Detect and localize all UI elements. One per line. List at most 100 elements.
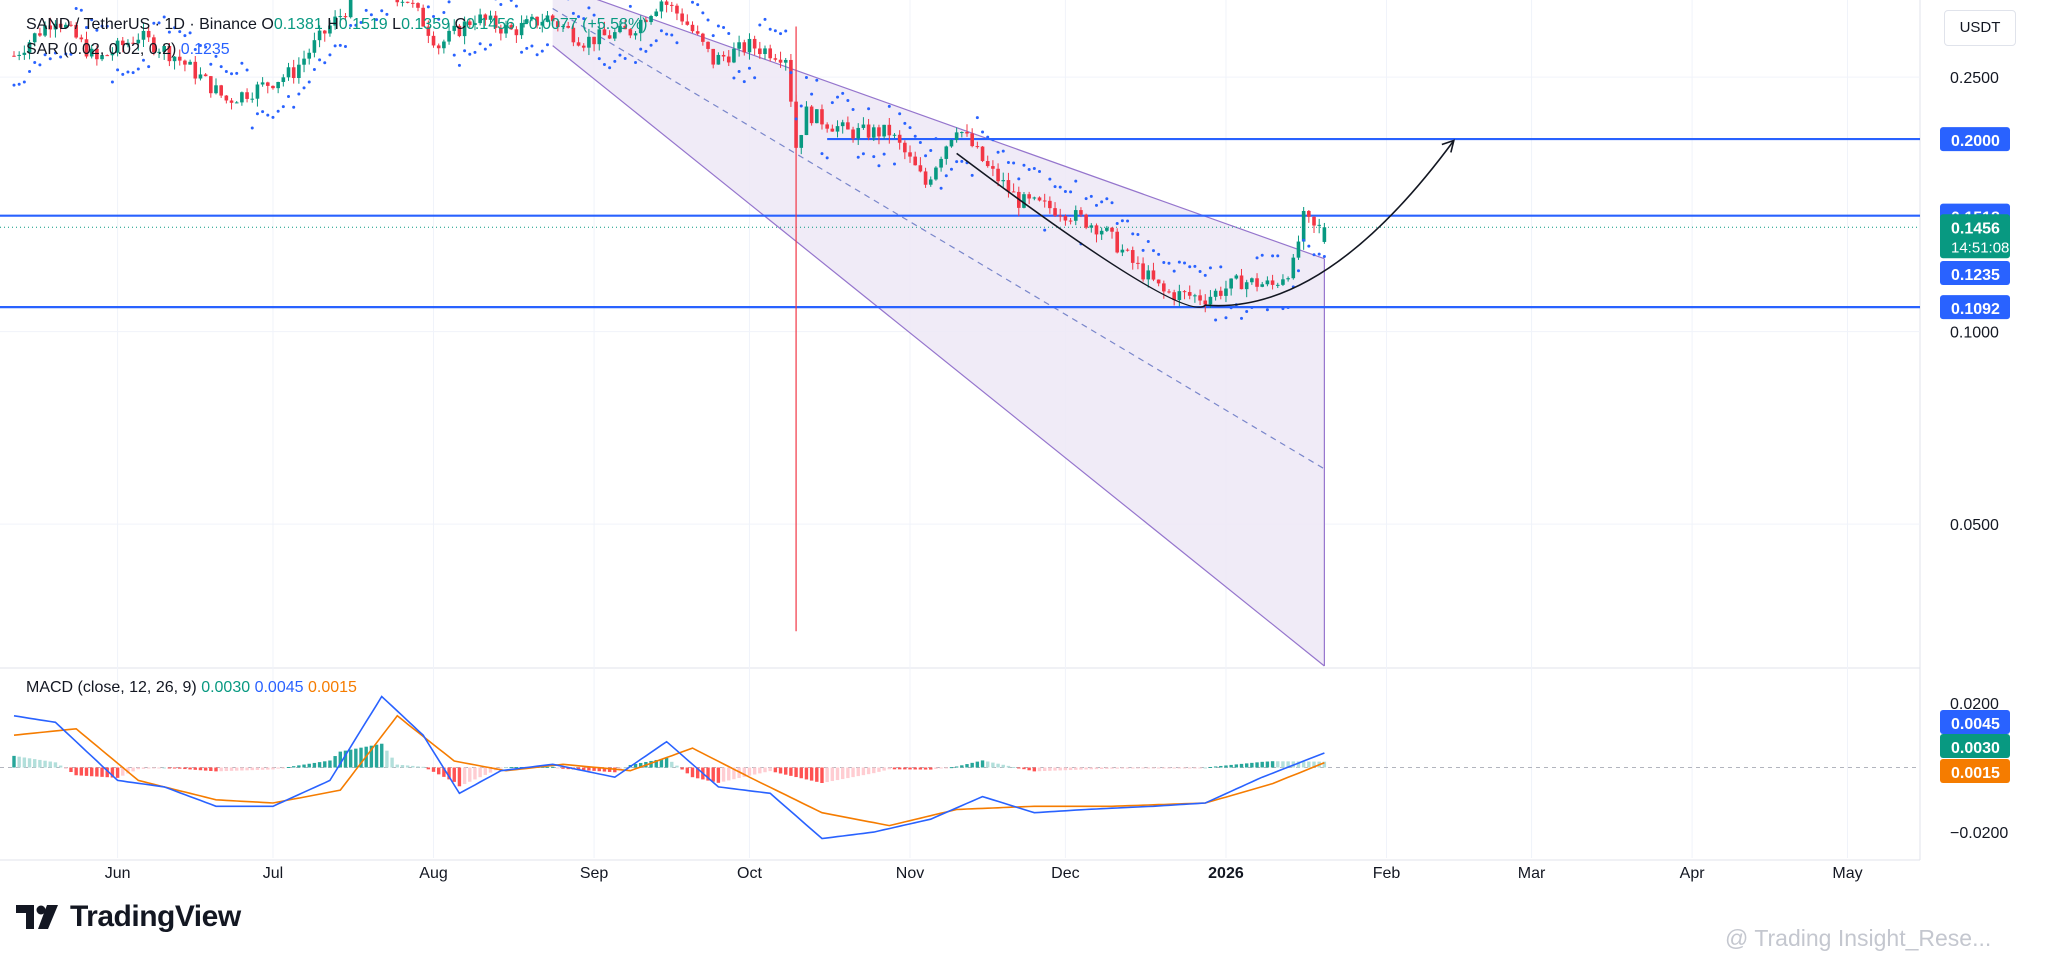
candle (691, 21, 695, 33)
sar-dot (13, 84, 16, 87)
macd-histogram-bar (230, 768, 233, 771)
macd-histogram-bar (33, 759, 36, 767)
sar-dot (489, 43, 492, 46)
sar-dot (1054, 185, 1057, 188)
sar-dot (38, 63, 41, 66)
macd-histogram (12, 744, 1326, 787)
x-tick-label: Jul (263, 865, 283, 882)
candle (271, 85, 275, 89)
sar-dot (75, 7, 78, 10)
macd-histogram-bar (836, 768, 839, 781)
sar-label[interactable]: SAR (0.02, 0.02, 0.2) (26, 41, 176, 58)
sar-dot (1043, 229, 1046, 232)
macd-histogram-bar (463, 768, 466, 785)
sar-dot (530, 45, 533, 48)
sar-dot (743, 80, 746, 83)
sar-dot (339, 44, 342, 47)
sar-dot (955, 160, 958, 163)
candle (1323, 223, 1327, 244)
x-tick-label: Feb (1373, 865, 1401, 882)
currency-button[interactable]: USDT (1944, 10, 2016, 46)
macd-histogram-bar (380, 744, 383, 768)
sar-dot (334, 44, 337, 47)
sar-dot (1240, 317, 1243, 320)
macd-histogram-bar (727, 768, 730, 781)
sar-dot (1095, 204, 1098, 207)
macd-histogram-bar (893, 768, 896, 770)
sar-dot (499, 3, 502, 6)
x-tick-label: Jun (105, 865, 131, 882)
sar-tag: 0.1235 (1940, 261, 2010, 285)
y-tick-label: 0.0500 (1950, 517, 1999, 534)
macd-histogram-bar (1090, 768, 1093, 770)
sar-dot (909, 126, 912, 129)
macd-histogram-bar (939, 768, 942, 769)
macd-histogram-bar (504, 767, 507, 768)
price-tag-0.1092: 0.1092 (1940, 295, 2010, 319)
candle (261, 77, 265, 87)
macd-histogram-bar (546, 767, 549, 768)
macd-histogram-bar (287, 767, 290, 768)
sar-dot (240, 62, 243, 65)
macd-histogram-bar (561, 768, 564, 769)
candle (416, 2, 420, 11)
macd-histogram-bar (1276, 761, 1279, 767)
macd-histogram-bar (1022, 768, 1025, 770)
macd-label[interactable]: MACD (close, 12, 26, 9) (26, 679, 197, 696)
macd-histogram-bar (116, 768, 119, 778)
sar-dot (976, 116, 979, 119)
ohlc-values: O0.1381 H0.1519 L0.1359 C0.1456 (261, 16, 519, 33)
macd-histogram-bar (318, 762, 321, 767)
ohlc-value-h: 0.1519 (339, 16, 392, 33)
sar-dot (722, 26, 725, 29)
sar-dot (712, 34, 715, 37)
sar-dot (1302, 239, 1305, 242)
sar-dot (266, 114, 269, 117)
macd-histogram-bar (1261, 762, 1264, 768)
sar-dot (536, 53, 539, 56)
ohlc-value-o: 0.1381 (274, 16, 327, 33)
macd-histogram-bar (385, 751, 388, 768)
sar-dot (618, 54, 621, 57)
macd-histogram-value: 0.0030 (201, 679, 250, 696)
macd-histogram-bar (1209, 767, 1212, 768)
x-tick-label: Aug (419, 865, 447, 882)
macd-histogram-bar (235, 768, 238, 771)
sar-dot (971, 174, 974, 177)
candle (183, 60, 187, 72)
macd-histogram-bar (225, 768, 228, 772)
macd-histogram-bar (1043, 768, 1046, 771)
ohlc-label-h: H (327, 16, 339, 33)
sar-dot (815, 79, 818, 82)
sar-dot (546, 43, 549, 46)
candle (307, 49, 311, 65)
ohlc-value-l: 0.1359 (401, 16, 454, 33)
sar-dot (132, 71, 135, 74)
macd-histogram-bar (1110, 768, 1113, 769)
macd-histogram-bar (28, 758, 31, 767)
macd-histogram-bar (54, 762, 57, 767)
candle (17, 51, 21, 60)
macd-histogram-bar (680, 768, 683, 770)
sar-dot (209, 63, 212, 66)
candle (789, 54, 793, 107)
sar-dot (660, 29, 663, 32)
sar-dot (789, 71, 792, 74)
sar-dot (587, 6, 590, 9)
macd-histogram-bar (903, 768, 906, 770)
macd-histogram-bar (95, 768, 98, 777)
sar-dot (303, 86, 306, 89)
tradingview-logo[interactable]: TradingView (16, 900, 241, 934)
macd-histogram-bar (510, 767, 513, 768)
sar-dot (769, 28, 772, 31)
symbol-title[interactable]: SAND / TetherUS · 1D · Binance (26, 16, 257, 33)
macd-histogram-bar (49, 762, 52, 768)
sar-dot (707, 18, 710, 21)
macd-histogram-bar (670, 762, 673, 768)
macd-histogram-bar (411, 766, 414, 768)
macd-histogram-bar (753, 768, 756, 775)
sar-dot (1017, 177, 1020, 180)
countdown-text: 14:51:08 (1951, 239, 2009, 256)
